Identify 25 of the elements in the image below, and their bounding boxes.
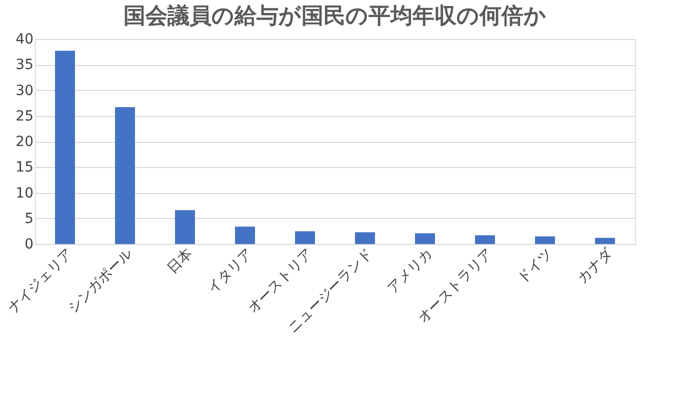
bar [235,226,255,244]
bar [175,210,195,244]
x-tick-label: アメリカ [384,246,436,297]
bar [355,232,375,244]
y-tick-label: 5 [24,210,34,227]
y-tick-label: 0 [24,236,34,252]
bar [475,235,495,244]
x-tick-label: ドイツ [514,246,556,287]
y-tick-label: 25 [16,108,34,124]
y-tick-label: 40 [16,32,34,48]
x-tick-label: カナダ [574,245,616,287]
y-tick-label: 30 [16,82,34,99]
bar [535,236,555,244]
x-tick-label: イタリア [204,246,256,297]
bar [115,107,135,244]
y-tick-label: 35 [16,57,34,74]
y-tick-label: 15 [16,160,34,176]
bar [295,231,315,244]
bar [595,238,615,244]
bar [415,233,435,244]
chart-title: 国会議員の給与が国民の平均年収の何倍か [124,3,546,29]
y-tick-label: 10 [16,185,34,202]
y-tick-label: 20 [16,134,34,150]
x-tick-label: 日本 [164,246,196,277]
bar [55,50,75,244]
